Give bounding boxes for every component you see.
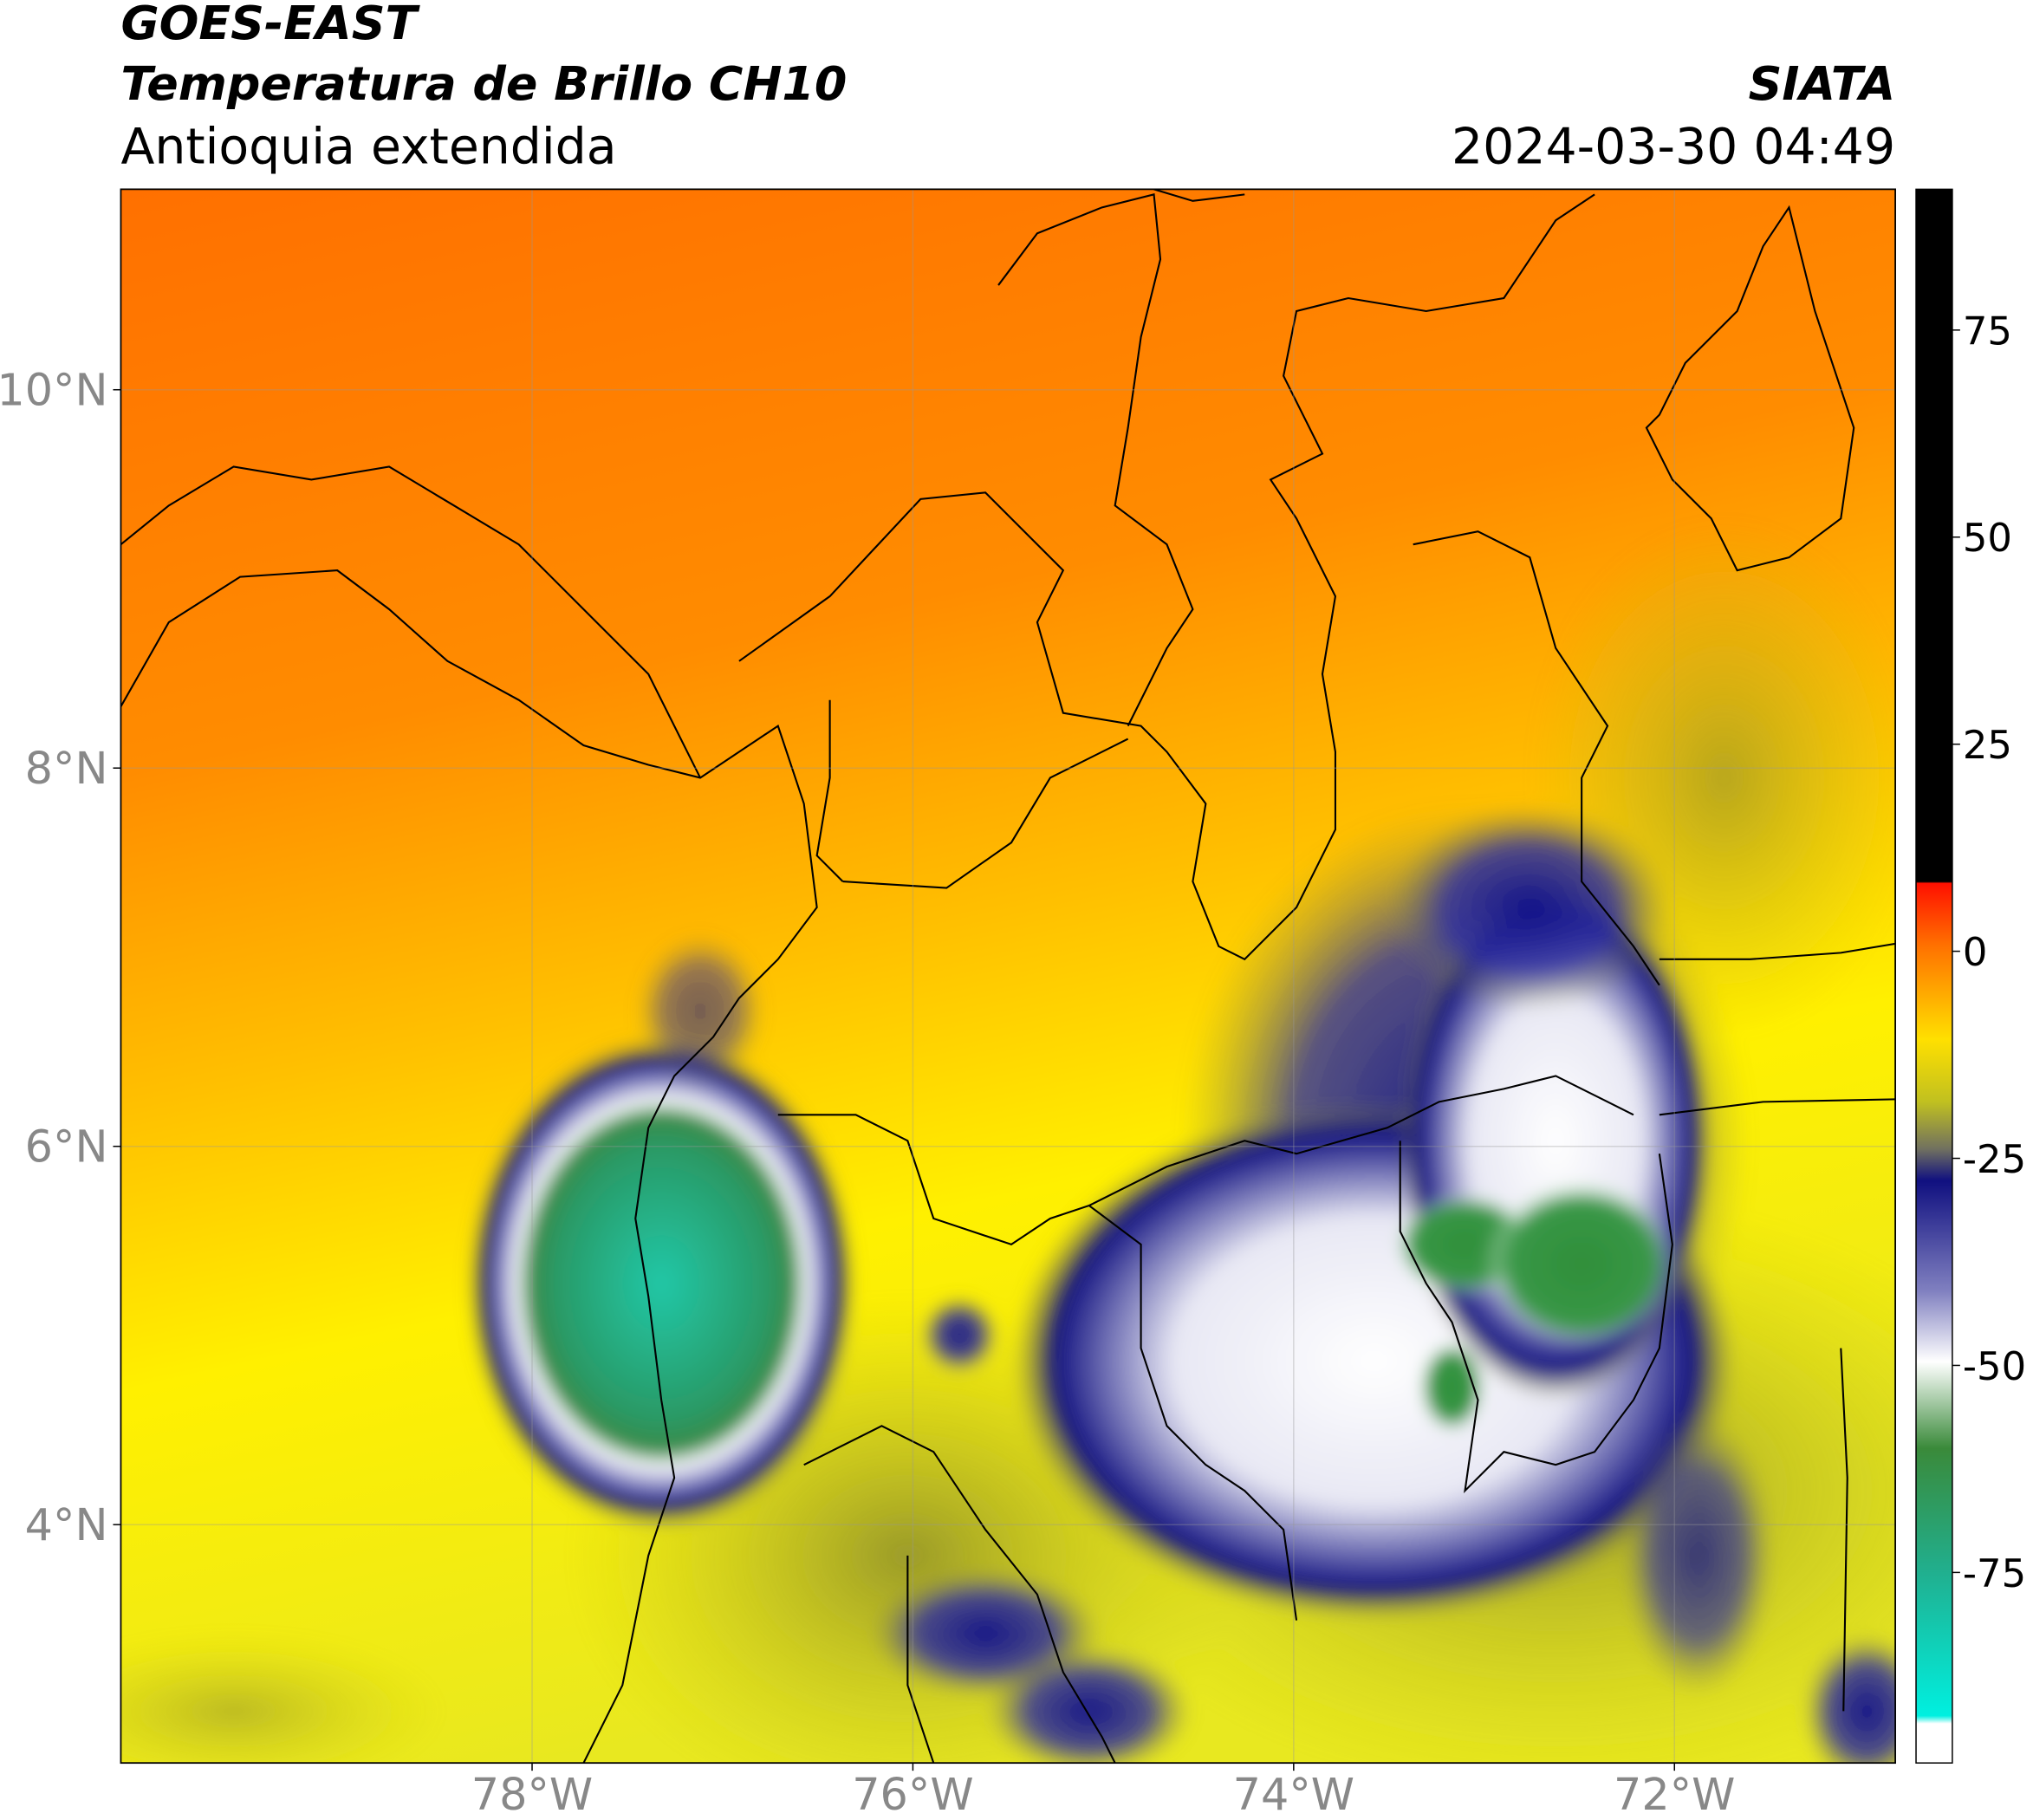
source: SIATA [1749,56,1896,111]
colorbar-tick-label: -50 [1963,1343,2026,1389]
x-tick-label: 74°W [1233,1769,1354,1820]
borders [120,189,1896,1764]
colorbar-tick-label: 0 [1963,929,1988,975]
satellite-image [120,189,1896,1764]
y-tick-label: 6°N [25,1121,108,1173]
map-frame [120,188,1896,1765]
datetime: 2024-03-30 04:49 [1452,118,1895,175]
colorbar-tick-label: 25 [1963,722,2012,768]
colorbar-tick-label: -75 [1963,1550,2026,1596]
y-tick-label: 4°N [25,1499,108,1550]
x-tick-label: 72°W [1614,1769,1735,1820]
y-tick-label: 8°N [25,743,108,794]
title: GOES-EAST [120,0,420,50]
colorbar-tick-label: -25 [1963,1136,2026,1182]
graticule [120,189,1896,1764]
colorbar-tick-label: 75 [1963,308,2012,354]
region: Antioquia extendida [120,118,616,175]
subtitle: Temperatura de Brillo CH10 [120,56,847,111]
colorbar-tick-label: 50 [1963,515,2012,561]
y-tick-label: 10°N [0,365,107,416]
x-tick-label: 76°W [852,1769,973,1820]
colorbar [1915,188,1953,1764]
x-tick-label: 78°W [471,1769,593,1820]
